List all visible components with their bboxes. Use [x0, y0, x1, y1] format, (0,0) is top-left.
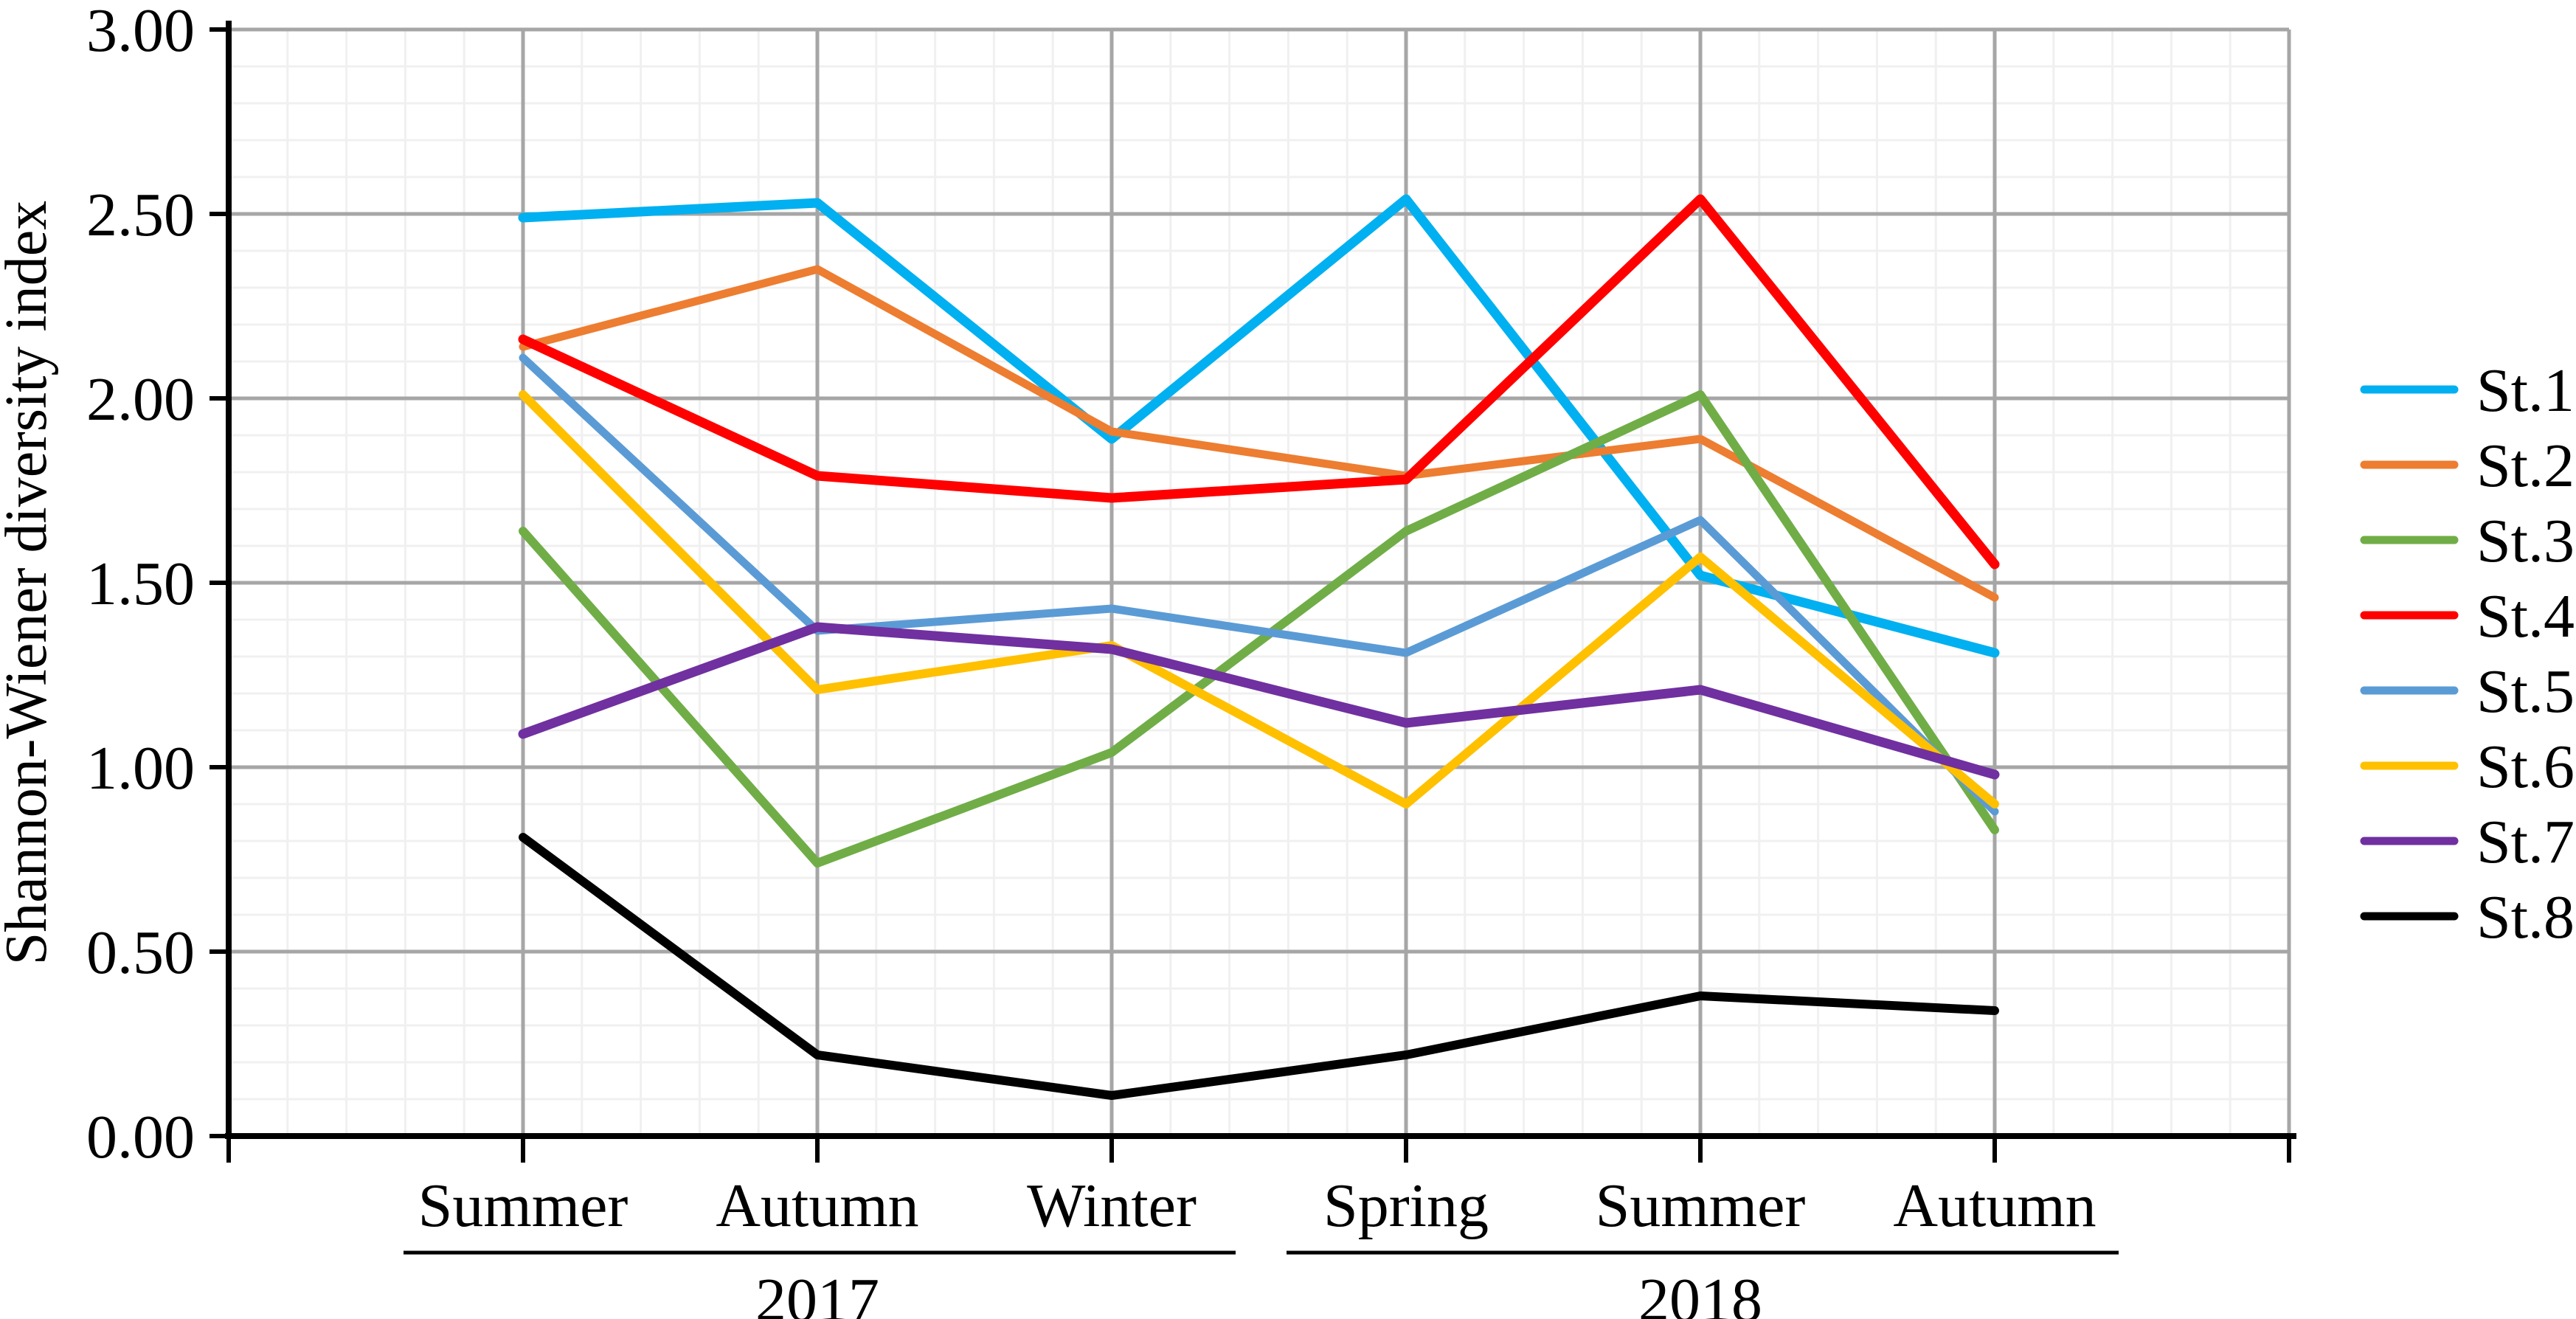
- legend: St.1 St.2 St.3 St.4St.5 St.6 St.7 St.8: [2360, 356, 2575, 952]
- y-tick-label: 3.00: [86, 0, 195, 65]
- series-line-st1: [518, 194, 2000, 658]
- y-axis-title: Shannon-Wiener diversity index: [0, 201, 59, 966]
- series-lines: [518, 194, 2000, 1100]
- y-tick-label: 1.50: [86, 550, 195, 618]
- axis-ticks: [210, 27, 2291, 1163]
- season-label: Autumn: [716, 1171, 918, 1240]
- legend-label-st4: St.4: [2476, 582, 2575, 651]
- y-tick-label: 2.50: [86, 181, 195, 249]
- y-tick-labels: 3.00 2.50 2.00 1.50 1.00 0.50 0.00: [86, 0, 195, 1171]
- season-label: Spring: [1323, 1171, 1489, 1240]
- legend-label-st2: St.2: [2476, 432, 2575, 500]
- season-label: Winter: [1027, 1171, 1197, 1240]
- series-line-st4: [518, 194, 2000, 570]
- year-label: 2017: [755, 1266, 879, 1319]
- y-tick-label: 0.50: [86, 918, 195, 987]
- y-tick-label: 1.00: [86, 734, 195, 803]
- series-line-st5: [519, 353, 1999, 816]
- series-line-st8: [519, 833, 1999, 1100]
- legend-label-st6: St.6: [2476, 733, 2575, 801]
- y-tick-label: 0.00: [86, 1103, 195, 1171]
- season-label: Autumn: [1893, 1171, 2096, 1240]
- season-label: Summer: [1596, 1171, 1806, 1240]
- year-groups: 2017 2018: [404, 1250, 2119, 1319]
- year-label: 2018: [1638, 1266, 1762, 1319]
- series-line-st7: [518, 622, 2000, 780]
- series-line-st3: [519, 390, 1999, 868]
- legend-label-st1: St.1: [2476, 356, 2575, 425]
- legend-label-st5: St.5: [2476, 657, 2575, 726]
- y-tick-label: 2.00: [86, 365, 195, 434]
- legend-label-st7: St.7: [2476, 808, 2575, 876]
- legend-label-st8: St.8: [2476, 883, 2575, 952]
- season-label: Summer: [418, 1171, 629, 1240]
- legend-label-st3: St.3: [2476, 507, 2575, 575]
- x-tick-labels: Summer Autumn Winter Spring Summer Autumn: [418, 1171, 2097, 1240]
